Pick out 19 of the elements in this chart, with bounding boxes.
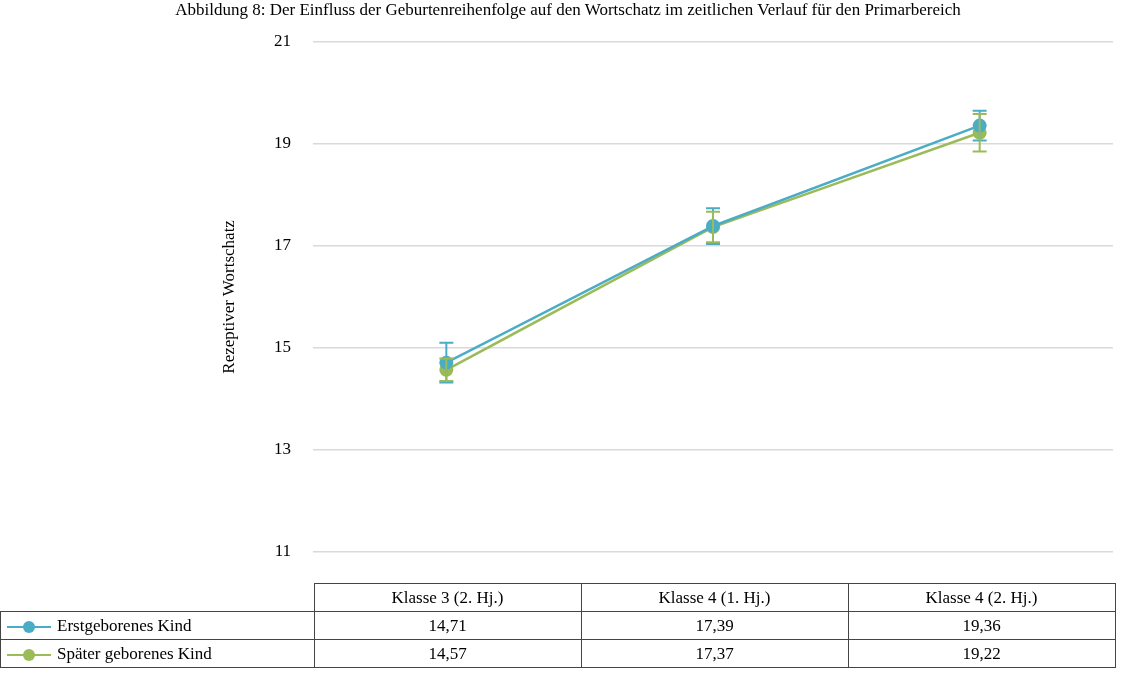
legend-label: Erstgeborenes Kind (0, 611, 314, 640)
data-label: 17,39 (581, 611, 848, 640)
y-tick-label: 21 (274, 31, 291, 51)
y-tick-label: 17 (274, 235, 292, 255)
data-label: 17,37 (581, 639, 848, 668)
data-label: 19,22 (848, 639, 1115, 668)
y-tick-label: 19 (274, 133, 291, 153)
legend-label: Später geborenes Kind (0, 639, 314, 668)
data-label: 14,71 (314, 611, 581, 640)
chart-title: Abbildung 8: Der Einfluss der Geburtenreihenfolge auf den Wortschatz im zeitlichen Verlauf für den Primarbereich (174, 0, 962, 20)
y-axis-title: Rezeptiver Wortschatz (218, 219, 238, 374)
data-label: 19,36 (848, 611, 1115, 640)
x-tick-label: Klasse 4 (1. Hj.) (581, 583, 848, 612)
x-tick-label: Klasse 3 (2. Hj.) (314, 583, 581, 612)
data-label: 14,57 (314, 639, 581, 668)
y-tick-label: 13 (274, 439, 291, 459)
x-tick-label: Klasse 4 (2. Hj.) (848, 583, 1115, 612)
y-tick-label: 11 (274, 541, 291, 561)
y-tick-label: 15 (274, 337, 291, 357)
